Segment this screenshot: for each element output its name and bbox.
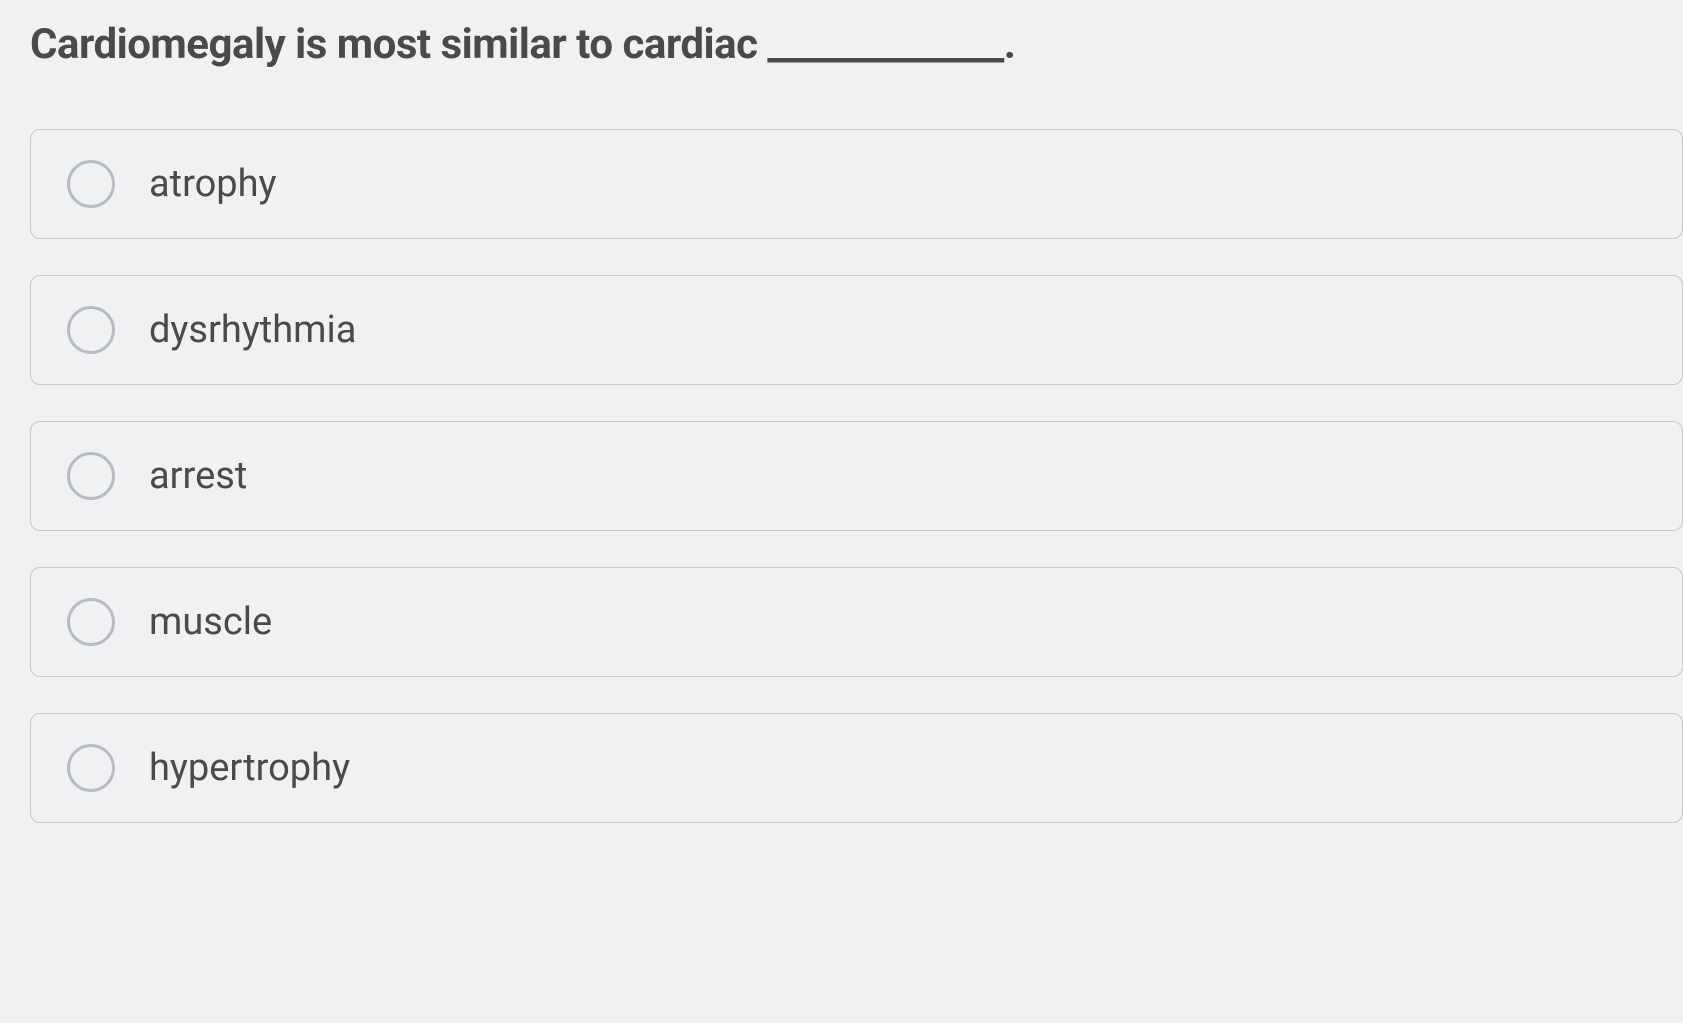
option-muscle[interactable]: muscle [30, 567, 1683, 677]
option-label: atrophy [149, 162, 277, 206]
options-container: atrophy dysrhythmia arrest muscle hypert… [30, 129, 1683, 823]
option-label: arrest [149, 454, 247, 498]
radio-icon [67, 452, 115, 500]
option-atrophy[interactable]: atrophy [30, 129, 1683, 239]
option-label: muscle [149, 600, 272, 644]
radio-icon [67, 744, 115, 792]
radio-icon [67, 306, 115, 354]
option-hypertrophy[interactable]: hypertrophy [30, 713, 1683, 823]
option-arrest[interactable]: arrest [30, 421, 1683, 531]
radio-icon [67, 598, 115, 646]
option-dysrhythmia[interactable]: dysrhythmia [30, 275, 1683, 385]
question-text: Cardiomegaly is most similar to cardiac … [30, 20, 1683, 69]
radio-icon [67, 160, 115, 208]
option-label: hypertrophy [149, 746, 350, 790]
option-label: dysrhythmia [149, 308, 356, 352]
